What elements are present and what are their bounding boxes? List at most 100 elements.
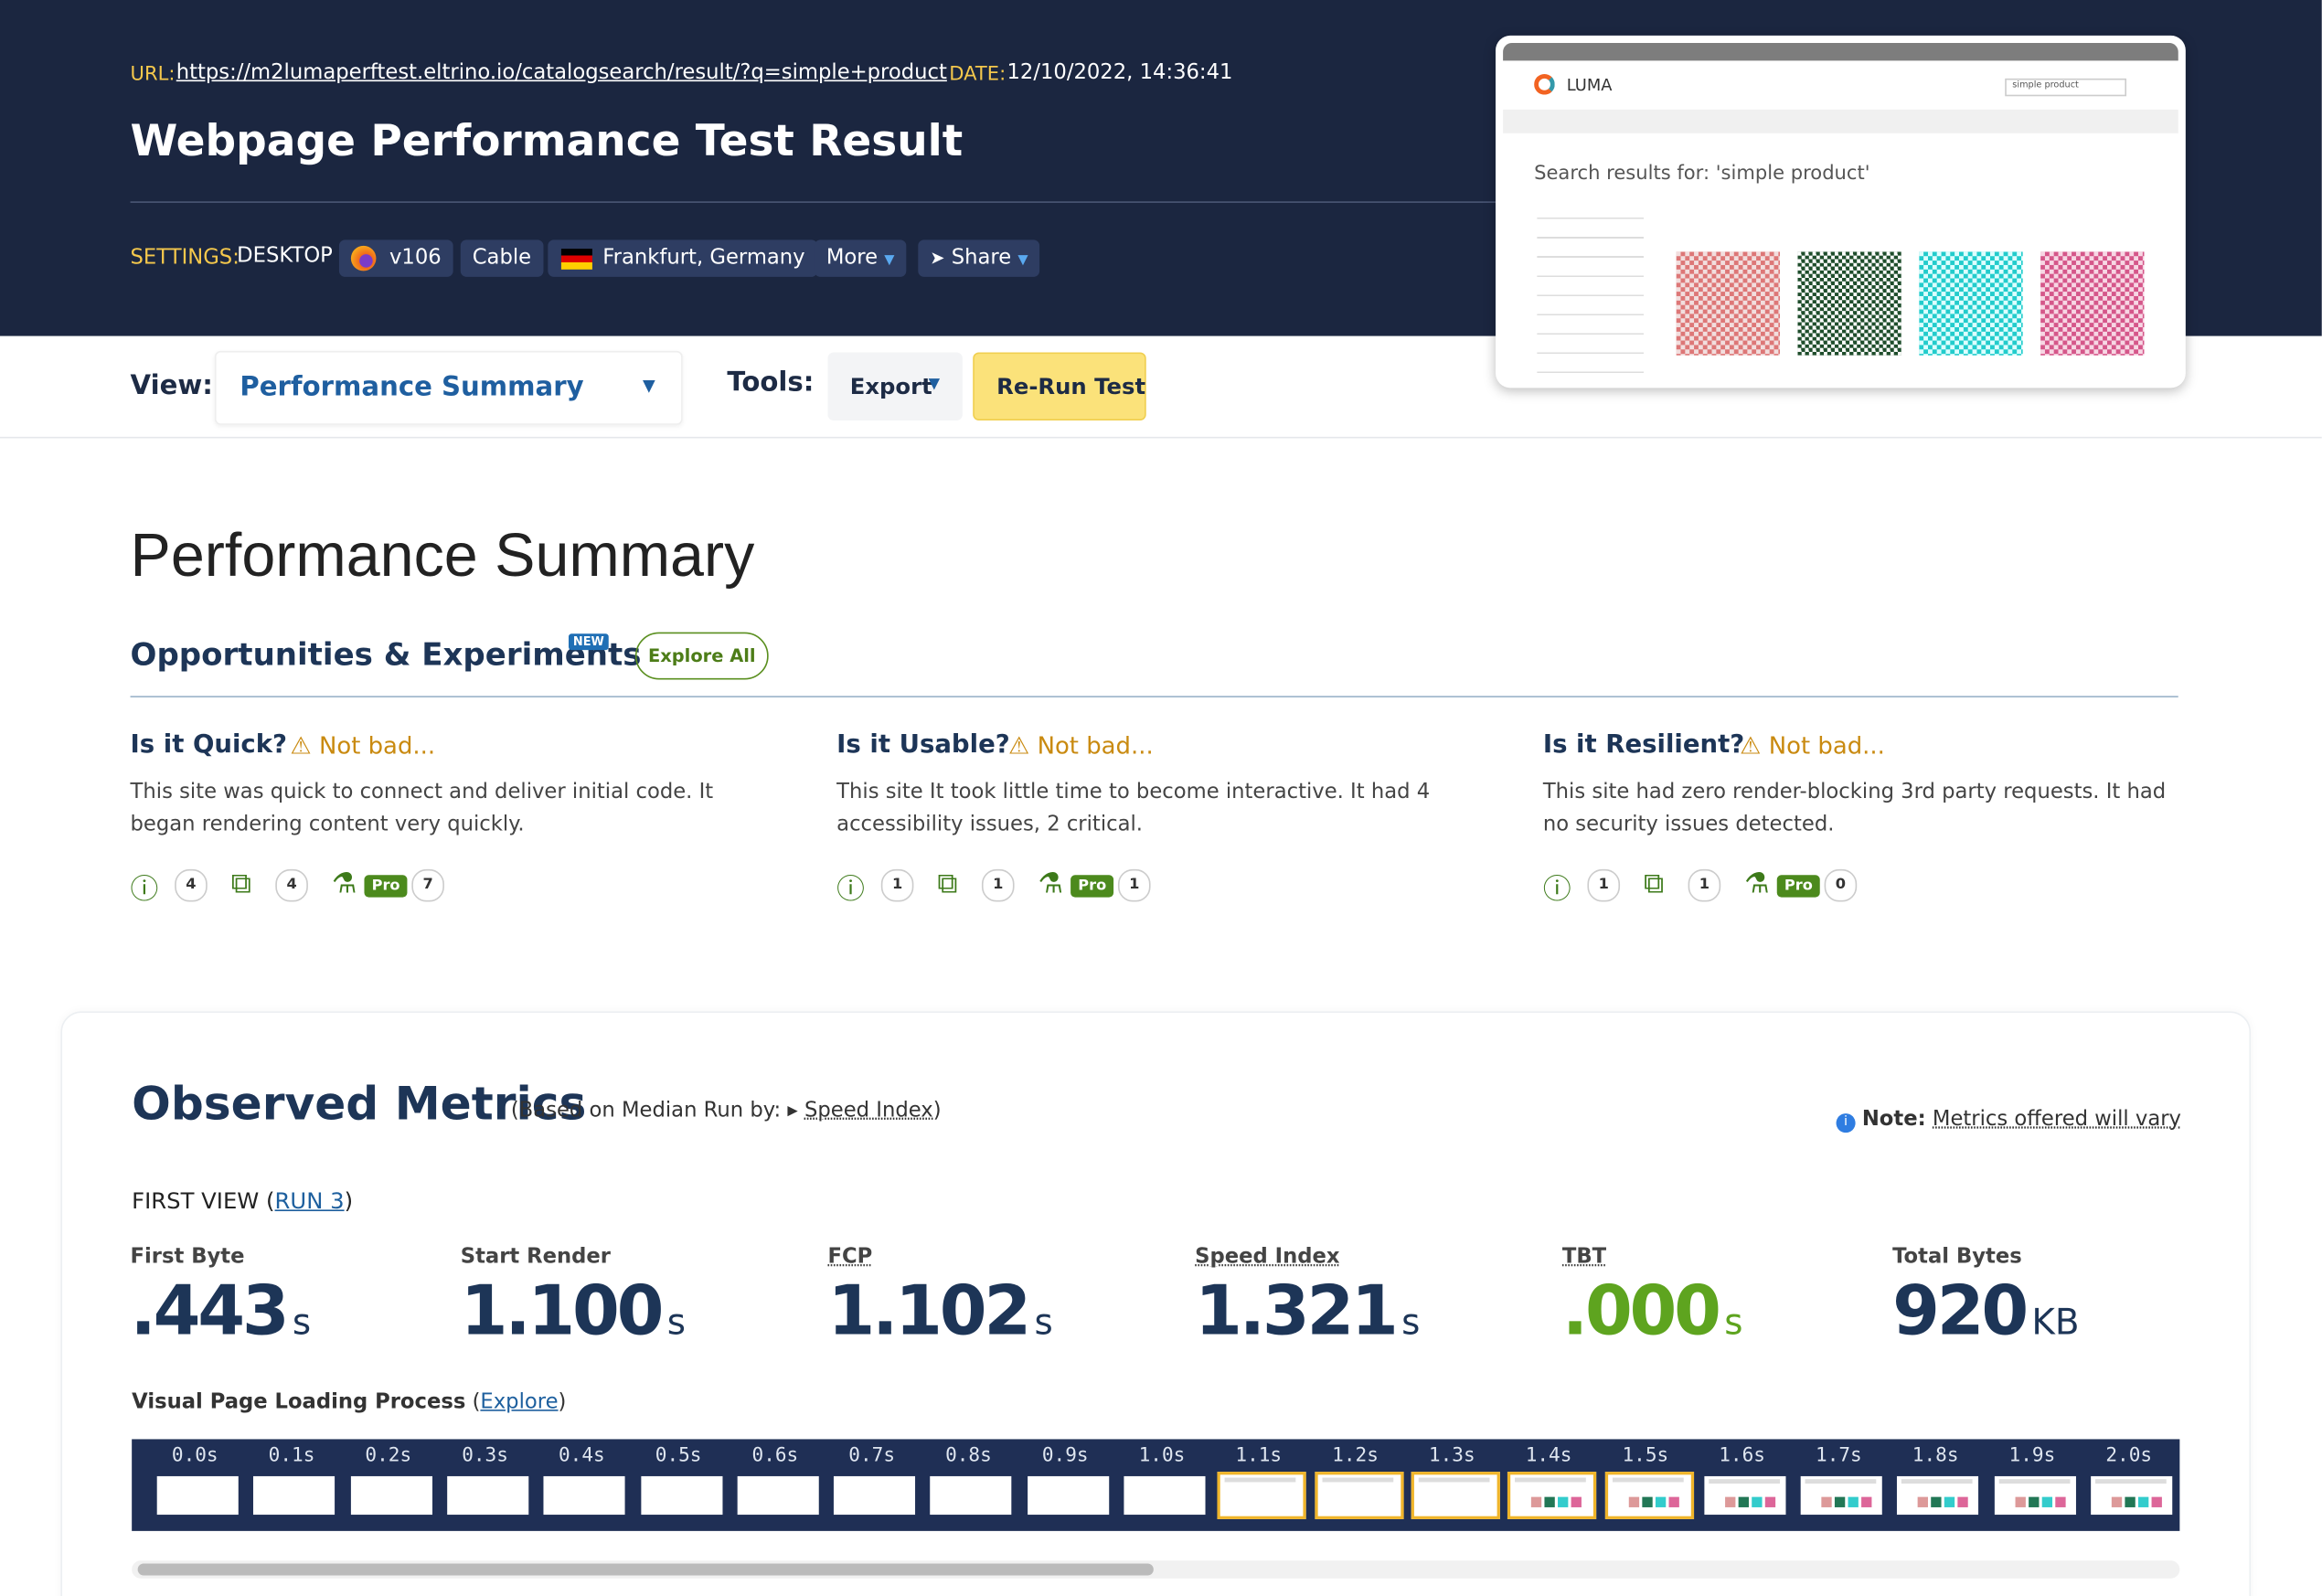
metric-label: First Byte <box>130 1245 245 1270</box>
thumb-product <box>2125 1496 2136 1507</box>
frame-thumbnail[interactable] <box>737 1475 819 1516</box>
based-link[interactable]: Speed Index <box>804 1098 933 1123</box>
metric-unit: s <box>1034 1301 1053 1344</box>
thumb-product <box>1571 1496 1582 1507</box>
metric-value: .000 s <box>1562 1271 1743 1350</box>
frame-thumbnail[interactable] <box>350 1475 432 1516</box>
category-icon: ⓘ <box>130 873 159 907</box>
date: 12/10/2022, 14:36:41 <box>1007 60 1233 85</box>
metric-number: 920 <box>1892 1270 2029 1351</box>
thumb-product <box>1861 1496 1872 1507</box>
frame-time: 1.1s <box>1235 1444 1283 1468</box>
card-status: ⚠ Not bad... <box>1008 731 1154 760</box>
frame-thumbnail[interactable] <box>1314 1472 1403 1519</box>
thumb-product <box>2137 1496 2149 1507</box>
rerun-button[interactable]: Re-Run Test <box>973 352 1146 421</box>
count: 1 <box>981 868 1015 902</box>
rerun: Re-Run Test <box>996 373 1146 400</box>
results-heading: Search results for: 'simple product' <box>1534 163 1870 186</box>
thumb-product <box>1958 1496 1969 1507</box>
category-icon: ⧉ <box>1643 867 1664 900</box>
frame-time: 0.7s <box>848 1444 896 1468</box>
scrollbar-thumb[interactable] <box>137 1563 1154 1576</box>
section-title: Opportunities & Experiments <box>130 636 642 673</box>
frame-thumbnail[interactable] <box>1124 1475 1206 1516</box>
caret: ▼ <box>928 376 941 393</box>
note-label: Note: <box>1861 1107 1926 1132</box>
frame-thumbnail[interactable] <box>1604 1472 1694 1519</box>
card-status: ⚠ Not bad... <box>290 731 435 760</box>
frame-thumbnail[interactable] <box>253 1475 336 1516</box>
frame-thumbnail[interactable] <box>1027 1475 1109 1516</box>
view-label: View: <box>130 369 213 401</box>
more-button[interactable]: More ▼ <box>814 239 907 277</box>
count: 1 <box>1688 868 1721 902</box>
frame-thumbnail[interactable] <box>1217 1472 1307 1519</box>
metric-unit: KB <box>2031 1301 2080 1344</box>
explore-all-button[interactable]: Explore All <box>634 632 769 680</box>
category-icon: ⧉ <box>230 867 251 900</box>
view-select[interactable]: Performance Summary ▼ <box>214 350 683 425</box>
connection-pill[interactable]: Cable <box>460 239 544 277</box>
status-text: Not bad... <box>1037 731 1154 760</box>
caret: ▼ <box>884 252 895 269</box>
filmstrip: 0.0s 0.1s 0.2s 0.3s 0.4s 0.5s 0.6s 0.7s 0.8s 0.9s… <box>132 1439 2180 1531</box>
metric-number: .000 <box>1561 1270 1721 1351</box>
thumb-product <box>1724 1496 1736 1507</box>
metric-unit: s <box>666 1301 687 1344</box>
frame-time: 1.0s <box>1138 1444 1186 1468</box>
frame-time: 0.3s <box>462 1444 508 1468</box>
frame-thumbnail[interactable] <box>1507 1472 1597 1519</box>
frame-thumbnail[interactable] <box>834 1475 916 1516</box>
date-label: DATE: <box>949 63 1007 86</box>
run-link[interactable]: RUN 3 <box>274 1187 345 1215</box>
browser-pill[interactable]: v106 <box>338 239 453 277</box>
card-title: Is it Usable? <box>836 729 1010 760</box>
frame-thumbnail[interactable] <box>1411 1472 1500 1519</box>
metric-unit: s <box>1724 1301 1743 1344</box>
frame-thumbnail[interactable] <box>1897 1475 1979 1516</box>
frame-thumbnail[interactable] <box>2091 1475 2173 1516</box>
settings-label: SETTINGS: <box>130 245 240 270</box>
category-icon: ⓘ <box>836 873 865 907</box>
metric-number: 1.102 <box>827 1270 1031 1351</box>
thumb-header <box>2095 1479 2167 1484</box>
browser: v106 <box>389 245 442 270</box>
url-link[interactable]: https://m2lumaperftest.eltrino.io/catalo… <box>176 60 947 85</box>
frame-thumbnail[interactable] <box>447 1475 529 1516</box>
divider <box>130 696 2178 697</box>
frame-time: 0.9s <box>1041 1444 1089 1468</box>
frame-time: 0.1s <box>268 1444 315 1468</box>
frame-thumbnail[interactable] <box>156 1475 239 1516</box>
visual-heading: Visual Page Loading Process (Explore) <box>132 1390 566 1414</box>
warning-icon: ⚠ <box>1008 731 1038 760</box>
frame-time: 0.2s <box>365 1444 412 1468</box>
pro-badge: Pro <box>1070 875 1114 898</box>
thumb-product <box>1655 1496 1666 1507</box>
frame-time: 1.9s <box>2008 1444 2056 1468</box>
frame-thumbnail[interactable] <box>1800 1475 1882 1516</box>
metric-value: 1.100 s <box>461 1271 686 1350</box>
share-button[interactable]: ➤ Share ▼ <box>918 239 1040 277</box>
thumb-product <box>1835 1496 1846 1507</box>
frame-time: 0.8s <box>945 1444 992 1468</box>
thumb-header <box>1321 1477 1393 1483</box>
export-button[interactable]: Export ▼ <box>827 352 963 421</box>
location-pill[interactable]: Frankfurt, Germany <box>548 239 817 277</box>
metric-label: Total Bytes <box>1892 1245 2022 1270</box>
metric-unit: s <box>1401 1301 1421 1344</box>
frame-time: 1.7s <box>1816 1444 1862 1468</box>
filters <box>1537 204 1644 382</box>
frame-thumbnail[interactable] <box>543 1475 625 1516</box>
thumb-product <box>1764 1496 1775 1507</box>
explore-link[interactable]: Explore <box>480 1389 559 1414</box>
nav-bar <box>1503 109 2178 133</box>
visual-label: Visual Page Loading Process <box>132 1389 466 1414</box>
screenshot-topbar <box>1503 42 2178 61</box>
frame-thumbnail[interactable] <box>1704 1475 1786 1516</box>
thumb-product <box>1641 1496 1652 1507</box>
frame-thumbnail[interactable] <box>930 1475 1012 1516</box>
frame-thumbnail[interactable] <box>640 1475 722 1516</box>
frame-thumbnail[interactable] <box>1994 1475 2076 1516</box>
